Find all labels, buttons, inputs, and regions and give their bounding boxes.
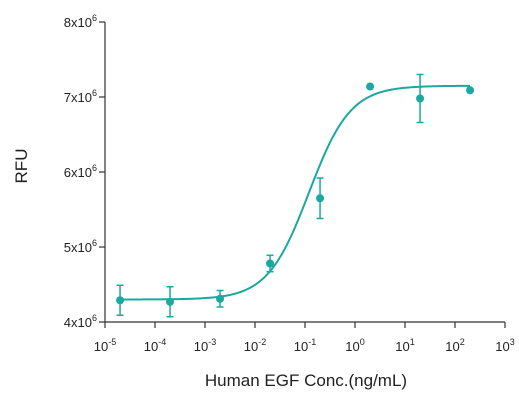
x-tick-label: 102 <box>445 337 464 354</box>
x-tick-label: 103 <box>495 337 514 354</box>
data-point <box>366 82 375 91</box>
axes <box>104 22 505 323</box>
fit-curve-group <box>120 84 471 301</box>
x-tick-label: 10-1 <box>294 337 316 354</box>
fit-curve <box>120 84 471 301</box>
x-tick-label: 10-4 <box>144 337 166 354</box>
data-point <box>116 296 125 305</box>
x-tick-label: 10-5 <box>94 337 116 354</box>
x-axis-title: Human EGF Conc.(ng/mL) <box>205 371 407 390</box>
y-ticks: 4x106 5x106 6x106 7x106 8x106 <box>64 13 105 330</box>
y-axis-title: RFU <box>12 149 31 184</box>
y-tick-label: 6x106 <box>64 163 97 180</box>
y-tick-label: 8x106 <box>64 13 97 30</box>
y-tick-label: 4x106 <box>64 313 97 330</box>
data-point <box>216 294 225 303</box>
data-point <box>166 297 175 306</box>
x-tick-label: 10-2 <box>244 337 266 354</box>
y-tick-label: 7x106 <box>64 88 97 105</box>
x-ticks: 10-5 10-4 10-3 10-2 10-1 100 101 102 103 <box>94 322 515 354</box>
data-point <box>316 194 325 203</box>
x-tick-label: 100 <box>345 337 364 354</box>
x-tick-label: 101 <box>395 337 414 354</box>
x-tick-label: 10-3 <box>194 337 216 354</box>
data-points <box>116 73 475 318</box>
data-point <box>266 259 275 268</box>
y-tick-label: 5x106 <box>64 238 97 255</box>
data-point <box>466 86 475 95</box>
data-point <box>416 94 425 103</box>
